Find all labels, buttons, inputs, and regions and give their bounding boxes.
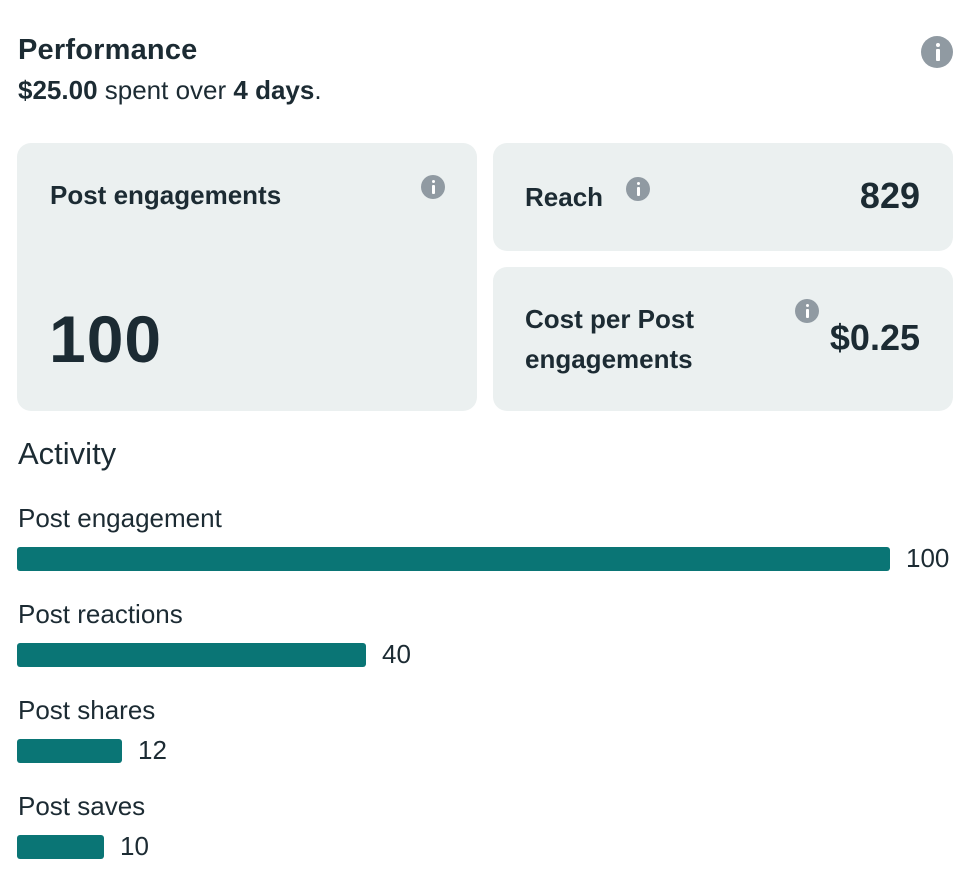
spend-summary: $25.00 spent over 4 days. bbox=[18, 75, 322, 106]
activity-value: 12 bbox=[138, 735, 167, 765]
spend-amount: $25.00 bbox=[18, 75, 98, 105]
cost-per-label-line1: Cost per Post bbox=[525, 304, 695, 334]
page-title: Performance bbox=[18, 34, 198, 66]
spend-end: . bbox=[314, 75, 322, 105]
spend-days: 4 days bbox=[233, 75, 315, 105]
activity-bar bbox=[17, 643, 366, 667]
activity-title: Activity bbox=[18, 436, 117, 471]
info-icon[interactable] bbox=[921, 36, 953, 68]
post-engagements-label: Post engagements bbox=[50, 180, 282, 210]
activity-bar bbox=[17, 835, 104, 859]
activity-row-label: Post saves bbox=[18, 791, 146, 821]
activity-bar bbox=[17, 739, 122, 763]
info-icon[interactable] bbox=[795, 299, 819, 323]
activity-value: 10 bbox=[120, 831, 149, 861]
activity-value: 100 bbox=[906, 543, 950, 573]
post-engagements-value: 100 bbox=[49, 302, 163, 376]
info-icon[interactable] bbox=[421, 175, 445, 199]
activity-row-label: Post reactions bbox=[18, 599, 183, 629]
info-icon[interactable] bbox=[626, 177, 650, 201]
spend-text: spent over bbox=[97, 75, 234, 105]
post-engagements-card: Post engagements 100 bbox=[17, 143, 477, 411]
cost-per-engagement-card: Cost per Post engagements $0.25 bbox=[493, 267, 953, 411]
reach-value: 829 bbox=[859, 175, 920, 216]
activity-row-label: Post engagement bbox=[18, 503, 222, 533]
reach-label: Reach bbox=[525, 182, 604, 212]
cost-per-value: $0.25 bbox=[829, 317, 920, 358]
reach-card: Reach 829 bbox=[493, 143, 953, 251]
cost-per-label-line2: engagements bbox=[525, 344, 693, 374]
activity-bar bbox=[17, 547, 890, 571]
activity-value: 40 bbox=[382, 639, 411, 669]
activity-row-label: Post shares bbox=[18, 695, 156, 725]
